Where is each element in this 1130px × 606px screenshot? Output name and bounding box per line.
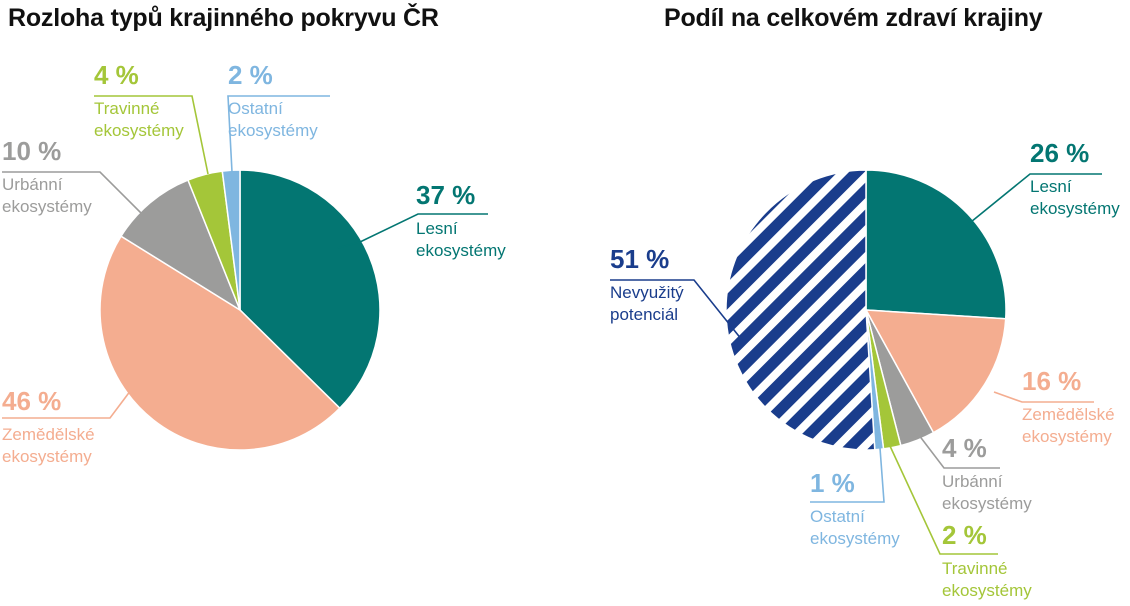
slice-forest	[239, 169, 381, 410]
slice-agri	[99, 235, 341, 451]
pct-label-agri: 16 %	[1022, 366, 1081, 396]
category-label-agri: ekosystémy	[2, 447, 92, 466]
pct-label-agri: 46 %	[2, 386, 61, 416]
chart-title-landscape-health: Podíl na celkovém zdraví krajiny	[664, 4, 1043, 32]
chart-title-land-cover: Rozloha typů krajinného pokryvu ČR	[8, 4, 439, 32]
label-1-forest: 26 % Lesní ekosystémy	[965, 138, 1120, 227]
pie-landscape-health	[725, 169, 1007, 451]
category-label-grass: ekosystémy	[942, 581, 1032, 600]
leader-line-agri	[2, 385, 135, 419]
category-label-other: Ostatní	[810, 507, 865, 526]
pct-label-forest: 37 %	[416, 180, 475, 210]
leader-line-grass	[94, 95, 209, 175]
leader-line-forest	[965, 173, 1102, 227]
pct-label-forest: 26 %	[1030, 138, 1089, 168]
pct-label-other: 1 %	[810, 468, 855, 498]
pct-label-unused: 51 %	[610, 244, 669, 274]
slice-labels: 37 % Lesní ekosystémy 46 % Zemědělské ekosyst…	[2, 60, 1120, 600]
leader-line-urban	[911, 425, 1000, 469]
category-label-agri: ekosystémy	[1022, 427, 1112, 446]
leader-line-other	[227, 95, 330, 173]
category-label-unused: potenciál	[610, 305, 678, 324]
label-1-urban: 4 % Urbánní ekosystémy	[911, 425, 1032, 513]
leader-line-unused	[610, 279, 743, 341]
slice-unused	[725, 169, 876, 451]
slice-forest	[865, 169, 1007, 320]
pct-label-urban: 4 %	[942, 433, 987, 463]
category-label-urban: Urbánní	[942, 472, 1003, 491]
label-1-unused: 51 % Nevyužitý potenciál	[610, 244, 743, 341]
category-label-agri: Zemědělské	[1022, 405, 1115, 424]
slice-urban	[120, 179, 242, 312]
pct-label-grass: 4 %	[94, 60, 139, 90]
category-label-forest: Lesní	[416, 219, 458, 238]
label-0-agri: 46 % Zemědělské ekosystémy	[2, 385, 135, 466]
category-label-urban: Urbánní	[2, 175, 63, 194]
category-label-urban: ekosystémy	[2, 197, 92, 216]
pie-land-cover	[99, 169, 381, 451]
pct-label-urban: 10 %	[2, 136, 61, 166]
category-label-forest: ekosystémy	[1030, 199, 1120, 218]
leader-line-urban	[2, 171, 143, 215]
leader-line-forest	[337, 213, 488, 249]
category-label-other: Ostatní	[228, 99, 283, 118]
category-label-grass: Travinné	[942, 559, 1008, 578]
category-label-grass: Travinné	[94, 99, 160, 118]
label-1-agri: 16 % Zemědělské ekosystémy	[993, 366, 1115, 446]
label-0-other: 2 % Ostatní ekosystémy	[227, 60, 330, 173]
leader-line-agri	[993, 391, 1094, 403]
category-label-other: ekosystémy	[228, 121, 318, 140]
pct-label-other: 2 %	[228, 60, 273, 90]
category-label-forest: Lesní	[1030, 177, 1072, 196]
leader-line-other	[810, 447, 885, 503]
category-label-unused: Nevyužitý	[610, 283, 684, 302]
label-1-other: 1 % Ostatní ekosystémy	[810, 447, 900, 548]
label-0-urban: 10 % Urbánní ekosystémy	[2, 136, 143, 216]
label-1-grass: 2 % Travinné ekosystémy	[889, 445, 1032, 600]
category-label-grass: ekosystémy	[94, 121, 184, 140]
category-label-other: ekosystémy	[810, 529, 900, 548]
leader-line-grass	[889, 445, 998, 555]
label-0-grass: 4 % Travinné ekosystémy	[94, 60, 209, 175]
slice-agri	[864, 309, 1007, 434]
category-label-urban: ekosystémy	[942, 494, 1032, 513]
category-label-forest: ekosystémy	[416, 241, 506, 260]
pct-label-grass: 2 %	[942, 520, 987, 550]
category-label-agri: Zemědělské	[2, 425, 95, 444]
label-0-forest: 37 % Lesní ekosystémy	[337, 180, 506, 260]
